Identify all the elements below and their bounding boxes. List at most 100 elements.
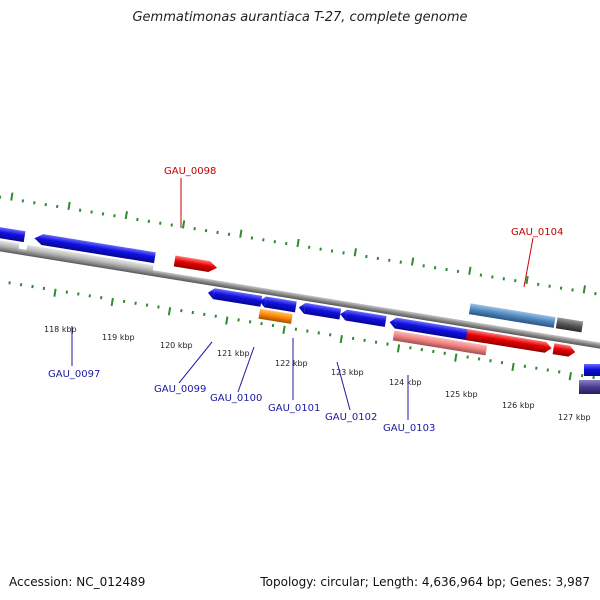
minor-tick [136, 217, 139, 222]
minor-tick [399, 260, 402, 264]
minor-tick [523, 364, 527, 368]
major-tick [339, 334, 343, 344]
gene-label-gau-0097[interactable]: GAU_0097 [48, 369, 100, 380]
minor-tick [145, 303, 149, 307]
minor-tick [443, 351, 446, 355]
major-tick [225, 316, 229, 325]
gene-gau-0103-arrow[interactable] [394, 317, 488, 344]
gene-steel-block[interactable] [468, 303, 556, 328]
gene-gau-0101-arrow[interactable] [303, 302, 342, 320]
gene-blue-edge-left[interactable] [0, 221, 26, 243]
minor-tick [580, 373, 584, 378]
minor-tick [42, 286, 46, 291]
gene-pink-block[interactable] [392, 330, 488, 356]
minor-tick [535, 366, 538, 370]
minor-tick [122, 299, 126, 304]
kbp-tick-labels: 118 kbp 119 kbp 120 kbp 121 kbp 122 kbp … [44, 325, 591, 422]
gene-gau-0099-arrow[interactable] [213, 288, 263, 307]
gene-gau-0099-head [207, 288, 215, 300]
minor-tick [317, 331, 321, 335]
minor-tick [388, 258, 391, 262]
minor-tick [548, 284, 551, 288]
major-tick [296, 238, 300, 248]
minor-tick [422, 264, 425, 268]
gene-blue-edge-right[interactable] [584, 364, 600, 376]
gene-labels: GAU_0098 GAU_0104 GAU_0097 GAU_0099 GAU_… [48, 166, 563, 434]
minor-tick [19, 283, 23, 287]
tick-label: 122 kbp [275, 359, 308, 368]
major-tick [67, 201, 71, 210]
minor-tick [77, 292, 80, 296]
minor-tick [147, 219, 151, 223]
minor-tick [409, 346, 412, 350]
minor-tick [306, 329, 309, 333]
gene-grey-block[interactable] [25, 244, 154, 275]
gene-gau-0098-arrow[interactable] [173, 255, 218, 274]
genome-summary: Topology: circular; Length: 4,636,964 bp… [260, 575, 590, 589]
gene-label-gau-0098[interactable]: GAU_0098 [164, 166, 216, 177]
minor-tick [363, 338, 366, 342]
gene-label-gau-0100[interactable]: GAU_0100 [210, 393, 262, 404]
major-tick [110, 297, 114, 307]
minor-tick [558, 370, 561, 374]
minor-tick [491, 275, 494, 279]
gene-grey-edge[interactable] [0, 234, 20, 253]
major-tick [239, 229, 243, 238]
minor-tick [559, 286, 563, 290]
minor-tick [157, 305, 160, 309]
minor-tick [21, 199, 25, 203]
gene-label-gau-0102[interactable]: GAU_0102 [325, 412, 377, 423]
gene-gau-0102-arrow[interactable] [345, 309, 387, 327]
gene-dark-block[interactable] [555, 317, 584, 333]
minor-tick [134, 301, 137, 305]
gene-label-gau-0104[interactable]: GAU_0104 [511, 227, 563, 238]
minor-tick [248, 320, 252, 324]
outer-tick-ring [0, 192, 597, 296]
minor-tick [376, 256, 380, 261]
major-tick [468, 266, 472, 275]
minor-tick [342, 251, 345, 255]
minor-tick [271, 323, 275, 328]
tick-label: 124 kbp [389, 378, 422, 387]
reverse-strand-genes [207, 288, 576, 357]
minor-tick [214, 314, 217, 318]
minor-tick [329, 333, 332, 337]
gene-gau-0100-head [259, 296, 267, 308]
minor-tick [33, 201, 36, 205]
gene-gau-0104-arrow[interactable] [465, 329, 553, 354]
minor-tick [31, 284, 34, 289]
gene-navy-edge-right[interactable] [579, 380, 600, 394]
tick-label: 123 kbp [331, 368, 364, 377]
minor-tick [191, 310, 195, 315]
minor-tick [433, 266, 437, 270]
gene-label-gau-0103[interactable]: GAU_0103 [383, 423, 435, 434]
label-leaders [71, 178, 534, 420]
accession-label: Accession: NC_012489 [9, 575, 146, 589]
gene-label-gau-0101[interactable]: GAU_0101 [268, 403, 320, 414]
major-tick [511, 362, 515, 372]
minor-tick [386, 342, 389, 346]
minor-tick [456, 269, 460, 274]
gene-gau-0100-arrow[interactable] [264, 296, 297, 313]
gene-red-small[interactable] [552, 343, 576, 357]
minor-tick [273, 240, 277, 244]
minor-tick [180, 309, 183, 313]
minor-tick [8, 281, 11, 285]
minor-tick [203, 312, 206, 317]
minor-tick [502, 277, 506, 281]
major-tick [282, 325, 286, 334]
gene-orange-block[interactable] [258, 308, 293, 324]
major-tick [410, 257, 415, 266]
minor-tick [99, 296, 103, 300]
gene-gau-0097-arrow[interactable] [34, 233, 156, 264]
gene-label-gau-0099[interactable]: GAU_0099 [154, 384, 206, 395]
minor-tick [594, 292, 597, 296]
minor-tick [477, 357, 481, 361]
tick-label: 121 kbp [217, 349, 250, 358]
tick-label: 127 kbp [558, 413, 591, 422]
minor-tick [536, 282, 540, 287]
minor-tick [113, 214, 116, 218]
minor-tick [319, 247, 322, 251]
minor-tick [351, 336, 355, 341]
